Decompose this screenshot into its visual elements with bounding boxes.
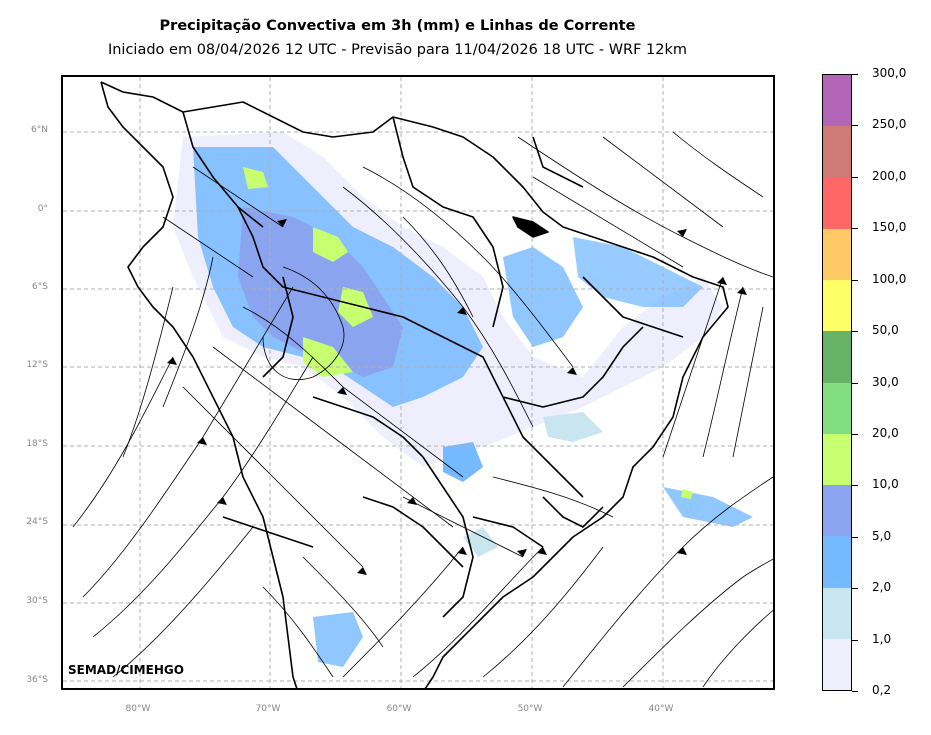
lon-label: 60°W — [386, 704, 412, 714]
map-title: Precipitação Convectiva em 3h (mm) e Lin… — [159, 18, 636, 34]
lat-label: 12°S — [26, 360, 48, 370]
colorbar-segment — [823, 75, 851, 127]
colorbar-segment — [823, 331, 851, 383]
colorbar-segment — [823, 587, 851, 639]
colorbar-tick — [852, 331, 858, 333]
colorbar-label: 0,2 — [872, 683, 892, 697]
colorbar-segment — [823, 126, 851, 178]
colorbar-tick — [852, 536, 858, 538]
colorbar-tick — [852, 691, 858, 692]
colorbar-segment — [823, 638, 851, 690]
streamline-arrows — [167, 219, 747, 575]
colorbar-segment — [823, 433, 851, 485]
lat-label: 36°S — [26, 675, 48, 685]
colorbar-tick — [852, 279, 858, 281]
colorbar-label: 20,0 — [872, 425, 899, 440]
lat-label: 6°N — [31, 125, 48, 135]
colorbar-segment — [823, 485, 851, 537]
colorbar-segment — [823, 382, 851, 434]
lat-label: 0° — [37, 204, 48, 214]
coastlines-and-borders — [100, 81, 729, 688]
colorbar-label: 250,0 — [872, 117, 907, 132]
colorbar-label: 10,0 — [872, 477, 899, 492]
colorbar-tick — [852, 588, 858, 590]
colorbar-label: 100,0 — [872, 271, 907, 286]
colorbar-label: 2,0 — [872, 580, 892, 595]
lon-label: 80°W — [125, 704, 151, 714]
colorbar-tick — [852, 639, 858, 641]
colorbar-segment — [823, 177, 851, 229]
colorbar-label: 1,0 — [872, 631, 892, 646]
colorbar-segment — [823, 280, 851, 332]
map-canvas — [63, 77, 773, 688]
colorbar-label: 30,0 — [872, 374, 899, 389]
colorbar-tick — [852, 125, 858, 127]
colorbar-segment — [823, 536, 851, 588]
lat-label: 30°S — [26, 596, 48, 606]
lat-label: 6°S — [32, 282, 48, 292]
colorbar-label: 300,0 — [872, 66, 907, 80]
precipitation-field — [173, 132, 753, 667]
colorbar-label: 5,0 — [872, 528, 892, 543]
lon-label: 50°W — [517, 704, 543, 714]
colorbar-tick — [852, 74, 858, 75]
lon-label: 40°W — [648, 704, 674, 714]
colorbar-label: 150,0 — [872, 220, 907, 235]
colorbar — [822, 74, 852, 691]
colorbar-tick — [852, 228, 858, 230]
colorbar-segment — [823, 228, 851, 280]
colorbar-tick — [852, 382, 858, 384]
lon-label: 70°W — [255, 704, 281, 714]
colorbar-label: 50,0 — [872, 323, 899, 338]
colorbar-tick — [852, 485, 858, 487]
colorbar-label: 200,0 — [872, 168, 907, 183]
colorbar-tick — [852, 176, 858, 178]
colorbar-tick — [852, 433, 858, 435]
lat-label: 24°S — [26, 517, 48, 527]
map-subtitle: Iniciado em 08/04/2026 12 UTC - Previsão… — [107, 42, 688, 58]
map-panel[interactable] — [61, 75, 775, 690]
credit-label: SEMAD/CIMEHGO — [68, 663, 184, 677]
lat-label: 18°S — [26, 439, 48, 449]
